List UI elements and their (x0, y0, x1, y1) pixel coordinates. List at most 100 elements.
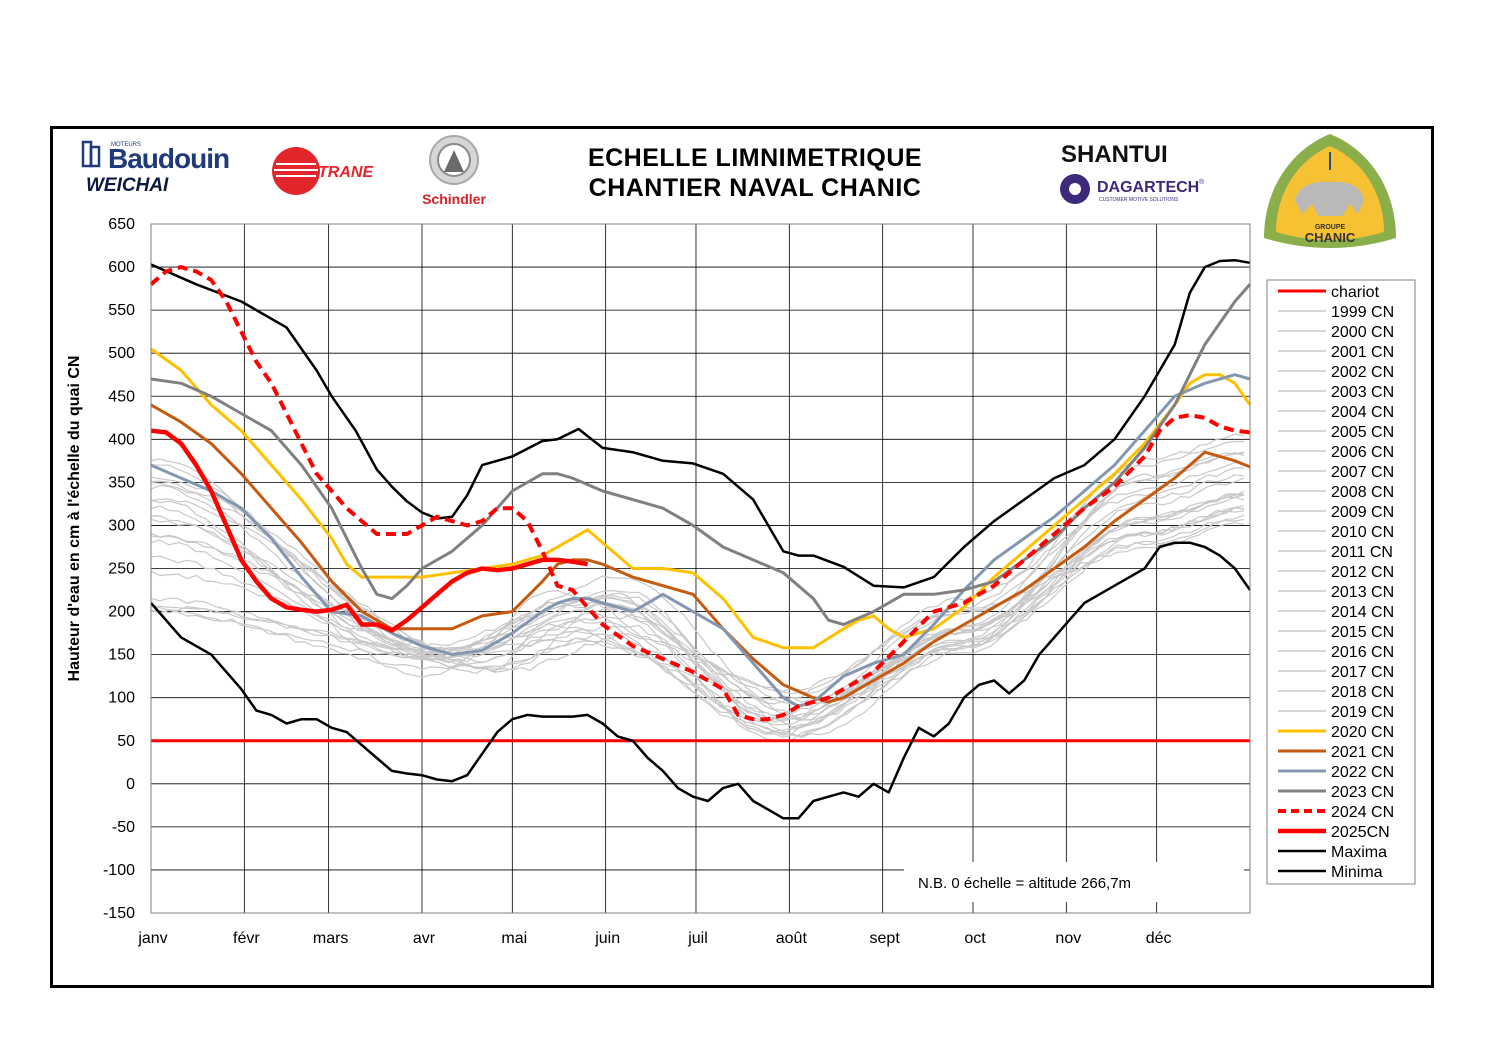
y-tick-label: 100 (108, 690, 135, 707)
series-line-minima (150, 541, 1252, 820)
y-tick-label: 50 (117, 733, 135, 750)
baudouin-text: Baudouin (108, 143, 229, 174)
chanic-text: CHANIC (1305, 230, 1356, 245)
y-tick-label: -50 (112, 819, 135, 836)
y-tick-label: 550 (108, 302, 135, 319)
legend-label: 2000 CN (1331, 324, 1394, 341)
trane-logo: TRANE (272, 147, 374, 195)
x-tick-label: janv (137, 930, 167, 947)
history-series-group (150, 433, 1245, 742)
dagartech-logo: DAGARTECH ® CUSTOMER MOTIVE SOLUTIONS (1060, 174, 1205, 204)
series-line-2021-cn (150, 403, 1251, 704)
legend-label: 2017 CN (1331, 664, 1394, 681)
y-tick-label: -100 (103, 862, 135, 879)
x-tick-label: juin (594, 930, 620, 947)
chart-title-line2: CHANTIER NAVAL CHANIC (588, 174, 922, 202)
schindler-text: Schindler (422, 191, 486, 207)
main-series-group (149, 258, 1252, 820)
history-series-line (150, 506, 1245, 718)
y-tick-label: 300 (108, 517, 135, 534)
history-series-line (150, 467, 1244, 695)
x-tick-labels: janv févr mars avr mai juin juil août sept oct nov… (137, 930, 1171, 947)
legend-label: 2008 CN (1331, 484, 1394, 501)
baudouin-small-text: MOTEURS (111, 142, 141, 148)
y-tick-label: 650 (108, 216, 135, 233)
history-series-line (150, 452, 1245, 722)
series-line-2020-cn (150, 347, 1252, 650)
shantui-logo: SHANTUI (1061, 141, 1168, 168)
legend-label: 2014 CN (1331, 604, 1394, 621)
x-tick-label: déc (1146, 930, 1172, 947)
y-tick-label: 500 (108, 345, 135, 362)
y-tick-label: 450 (108, 388, 135, 405)
chart-frame (50, 126, 1434, 988)
history-series-line (150, 461, 1245, 705)
legend-label: 2021 CN (1331, 744, 1394, 761)
legend-label: 2011 CN (1331, 544, 1393, 561)
history-series-line (150, 481, 1245, 742)
legend-label: 2006 CN (1331, 444, 1394, 461)
x-tick-label: nov (1055, 930, 1081, 947)
legend-label: 2004 CN (1331, 404, 1394, 421)
history-series-line (150, 518, 1245, 739)
history-series-line (150, 433, 1245, 714)
series-line-2023-cn (150, 283, 1252, 626)
y-tick-label: 200 (108, 604, 135, 621)
x-tick-label: oct (964, 930, 986, 947)
x-tick-label: févr (233, 930, 260, 947)
dagartech-text: DAGARTECH (1097, 179, 1199, 196)
legend-label: 2009 CN (1331, 504, 1394, 521)
schindler-logo: Schindler (422, 135, 486, 207)
weichai-text: WEICHAI (86, 175, 169, 196)
y-tick-label: 150 (108, 647, 135, 664)
x-tick-label: avr (413, 930, 436, 947)
gridlines (150, 223, 1250, 914)
trane-text: TRANE (318, 164, 374, 181)
y-axis-label: Hauteur d'eau en cm à l'échelle du quai … (66, 356, 83, 682)
x-tick-label: août (776, 930, 808, 947)
legend-label: 1999 CN (1331, 304, 1394, 321)
history-series-line (150, 476, 1245, 724)
note-box: N.B. 0 échelle = altitude 266,7m (904, 862, 1244, 902)
note-text: N.B. 0 échelle = altitude 266,7m (918, 875, 1131, 892)
legend-label: chariot (1331, 284, 1380, 301)
legend-box (1266, 279, 1416, 885)
legend-label: 2023 CN (1331, 784, 1394, 801)
shantui-text: SHANTUI (1061, 141, 1168, 168)
y-tick-label: 0 (126, 776, 135, 793)
legend-label: 2007 CN (1331, 464, 1394, 481)
series-line-maxima (150, 258, 1251, 589)
legend-label: 2013 CN (1331, 584, 1394, 601)
history-series-line (150, 493, 1245, 735)
legend-label: 2024 CN (1331, 804, 1394, 821)
x-tick-label: juil (687, 930, 708, 947)
x-tick-label: sept (870, 930, 901, 947)
y-tick-label: 400 (108, 431, 135, 448)
chanic-logo: GROUPE CHANIC (1264, 134, 1396, 248)
y-tick-labels: 650600550500450400350300250200150100500-… (103, 216, 135, 922)
elephant-icon (1295, 181, 1364, 216)
baudouin-logo: MOTEURS Baudouin WEICHAI (81, 140, 230, 196)
y-tick-label: -150 (103, 905, 135, 922)
legend-label: 2012 CN (1331, 564, 1394, 581)
history-series-line (150, 464, 1245, 728)
x-tick-label: mars (313, 930, 349, 947)
legend-label: 2020 CN (1331, 724, 1394, 741)
plot-border (150, 223, 1251, 914)
legend-label: 2010 CN (1331, 524, 1394, 541)
history-series-line (150, 510, 1245, 737)
series-line-2024-cn (149, 265, 1251, 722)
dagartech-registered-mark: ® (1199, 178, 1205, 186)
legend-label: 2018 CN (1331, 684, 1394, 701)
history-series-line (150, 451, 1245, 723)
legend-label: 2003 CN (1331, 384, 1394, 401)
legend-label: 2016 CN (1331, 644, 1394, 661)
legend-label: Minima (1331, 864, 1383, 881)
dagartech-subtext: CUSTOMER MOTIVE SOLUTIONS (1099, 197, 1179, 203)
plot-area (149, 223, 1252, 914)
legend: chariot 1999 CN 2000 CN 2001 CN 2002 CN 2003 … (1266, 279, 1416, 885)
y-tick-label: 350 (108, 474, 135, 491)
legend-label: 2001 CN (1331, 344, 1394, 361)
chart-title-line1: ECHELLE LIMNIMETRIQUE (587, 144, 923, 172)
